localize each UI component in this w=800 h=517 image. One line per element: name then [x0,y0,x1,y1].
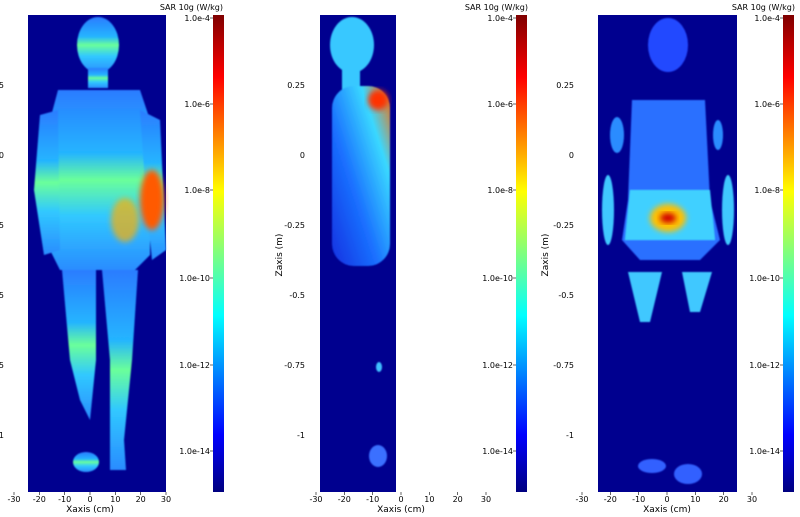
x-axis-label: Xaxis (cm) [643,505,691,515]
y-tick-label: 0 [300,151,305,160]
x-tick-label: -20 [338,495,351,504]
y-axis-label: Zaxis (m) [541,234,551,277]
y-tick-label: -0.25 [0,221,4,230]
x-tick-label: -30 [309,495,322,504]
colorbar-label: 1.0e-12 [179,361,210,370]
y-tick-label: -0.5 [558,291,574,300]
colorbar-label: 1.0e-10 [179,274,210,283]
colorbar-label: 1.0e-12 [749,361,780,370]
sar-map-side [308,15,488,492]
y-tick-label: -0.5 [289,291,305,300]
x-tick-label: 10 [424,495,434,504]
y-tick-label: -0.75 [0,361,4,370]
x-tick-label: 20 [719,495,729,504]
x-tick-label: -10 [632,495,645,504]
y-tick-label: -0.25 [284,221,305,230]
y-tick-label: 0 [569,151,574,160]
x-tick-label: 10 [110,495,120,504]
y-tick-label: 0.25 [0,81,4,90]
x-tick-label: 30 [747,495,757,504]
x-tick-label: -30 [7,495,20,504]
x-tick-label: 20 [136,495,146,504]
colorbar-label: 1.0e-14 [482,447,513,456]
y-tick-label: 0.25 [556,81,574,90]
colorbar-label: 1.0e-10 [749,274,780,283]
colorbar [783,15,794,492]
x-axis-label: Xaxis (cm) [377,505,425,515]
colorbar-title: SAR 10g (W/kg) [732,3,795,12]
y-tick-label: -1 [0,431,4,440]
y-tick-label: -0.25 [553,221,574,230]
x-tick-label: 0 [87,495,92,504]
y-tick-label: 0.25 [287,81,305,90]
x-axis-label: Xaxis (cm) [66,505,114,515]
colorbar-label: 1.0e-6 [184,100,210,109]
colorbar [213,15,224,492]
colorbar-label: 1.0e-4 [754,14,780,23]
y-tick-label: -0.75 [284,361,305,370]
y-tick-label: -0.75 [553,361,574,370]
colorbar-title: SAR 10g (W/kg) [160,3,223,12]
colorbar-title: SAR 10g (W/kg) [465,3,528,12]
x-tick-label: 10 [690,495,700,504]
y-tick-label: 0 [0,151,4,160]
colorbar-label: 1.0e-10 [482,274,513,283]
x-tick-label: -30 [575,495,588,504]
colorbar-label: 1.0e-14 [179,447,210,456]
colorbar-label: 1.0e-8 [754,186,780,195]
colorbar-label: 1.0e-14 [749,447,780,456]
y-tick-label: -1 [566,431,574,440]
colorbar-label: 1.0e-8 [184,186,210,195]
sar-map-coronal [578,15,760,492]
sar-map-front [10,15,166,492]
x-tick-label: 20 [453,495,463,504]
x-tick-label: 30 [161,495,171,504]
x-tick-label: -20 [604,495,617,504]
x-tick-label: -10 [58,495,71,504]
colorbar-label: 1.0e-6 [754,100,780,109]
x-tick-label: 0 [398,495,403,504]
x-tick-label: 30 [481,495,491,504]
x-tick-label: -10 [366,495,379,504]
colorbar-label: 1.0e-12 [482,361,513,370]
colorbar-label: 1.0e-4 [184,14,210,23]
colorbar [516,15,527,492]
colorbar-label: 1.0e-6 [487,100,513,109]
y-axis-label: Zaxis (m) [275,234,285,277]
colorbar-label: 1.0e-8 [487,186,513,195]
y-tick-label: -1 [297,431,305,440]
x-tick-label: -20 [33,495,46,504]
colorbar-label: 1.0e-4 [487,14,513,23]
y-tick-label: -0.5 [0,291,4,300]
x-tick-label: 0 [664,495,669,504]
